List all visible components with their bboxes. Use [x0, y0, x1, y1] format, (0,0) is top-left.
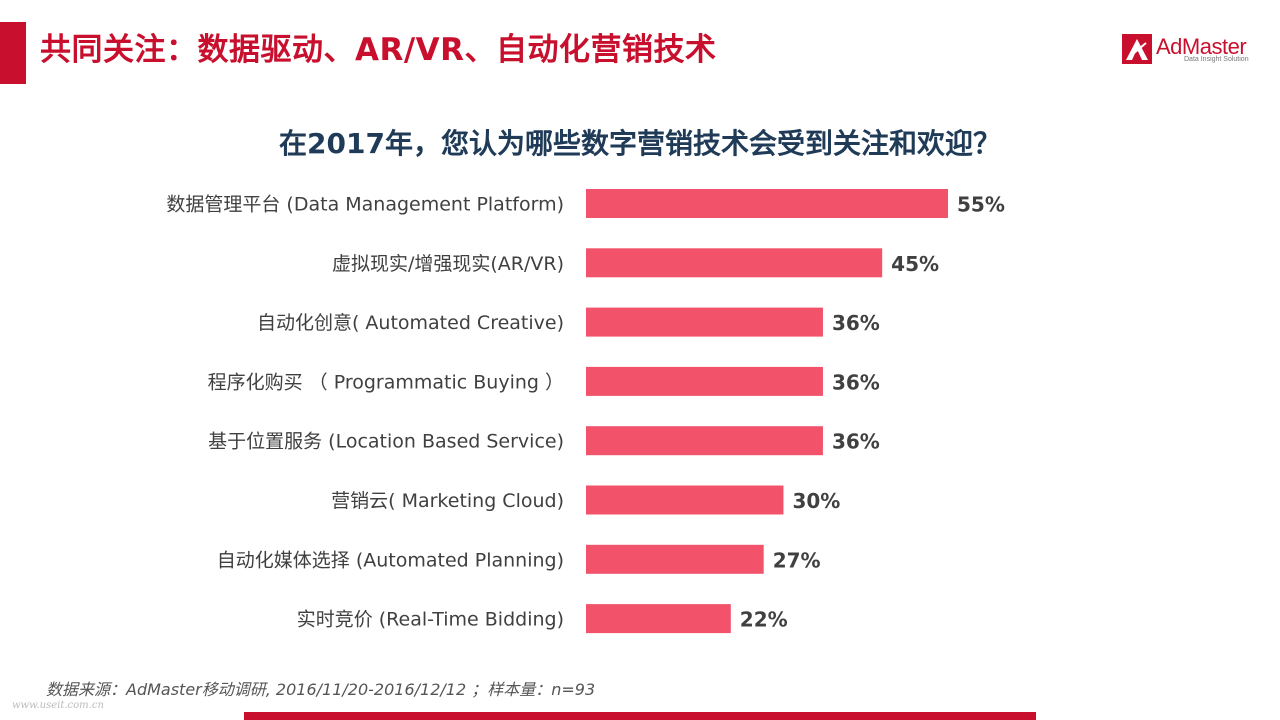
- value-label: 36%: [832, 430, 880, 454]
- watermark-text: www.useit.com.cn: [12, 700, 104, 711]
- category-label: 营销云( Marketing Cloud): [331, 490, 564, 512]
- footer-accent-bar: [244, 712, 1036, 720]
- bar: [586, 366, 823, 396]
- bar: [586, 544, 764, 574]
- value-label: 30%: [792, 489, 840, 513]
- category-label: 基于位置服务 (Location Based Service): [208, 431, 564, 453]
- chart-title: 在2017年，您认为哪些数字营销技术会受到关注和欢迎？: [279, 127, 1001, 160]
- bar: [586, 248, 883, 278]
- value-label: 27%: [773, 548, 821, 572]
- category-label: 数据管理平台 (Data Management Platform): [166, 194, 564, 216]
- slide-title: 共同关注：数据驱动、AR/VR、自动化营销技术: [40, 32, 717, 68]
- category-label: 虚拟现实/增强现实(AR/VR): [332, 253, 564, 275]
- category-label: 程序化购买 （ Programmatic Buying ）: [208, 371, 564, 393]
- value-label: 45%: [891, 252, 939, 276]
- category-label: 自动化媒体选择 (Automated Planning): [217, 549, 564, 571]
- source-note: 数据来源：AdMaster移动调研, 2016/11/20-2016/12/12…: [46, 680, 596, 699]
- admaster-logo: AdMaster Data Insight Solution: [1122, 34, 1252, 66]
- title-accent-bar: [0, 22, 26, 84]
- value-label: 22%: [740, 608, 788, 632]
- bar: [586, 307, 823, 337]
- bar: [586, 426, 823, 456]
- category-label: 实时竞价 (Real-Time Bidding): [297, 609, 564, 631]
- logo-tagline: Data Insight Solution: [1184, 56, 1249, 63]
- bar: [586, 485, 784, 515]
- value-label: 36%: [832, 311, 880, 335]
- bar: [586, 189, 948, 218]
- value-label: 55%: [957, 193, 1005, 217]
- value-label: 36%: [832, 370, 880, 394]
- bar: [586, 604, 731, 634]
- admaster-logo-icon: [1122, 34, 1152, 64]
- category-label: 自动化创意( Automated Creative): [257, 312, 564, 334]
- logo-name: AdMaster: [1156, 34, 1247, 59]
